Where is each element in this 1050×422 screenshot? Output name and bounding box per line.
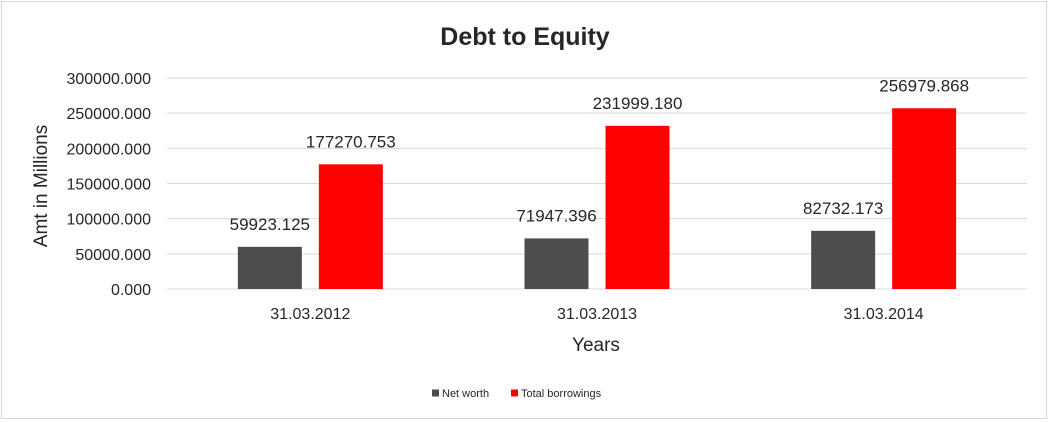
y-tick-label: 200000.000: [66, 141, 151, 158]
x-tick-label: 31.03.2012: [270, 306, 350, 323]
data-label: 82732.173: [803, 199, 883, 218]
bar-net-worth: [524, 238, 589, 289]
legend-label: Net worth: [442, 388, 489, 400]
y-axis-title: Amt in Millions: [31, 125, 52, 247]
y-tick-label: 50000.000: [75, 247, 151, 264]
bar-total-borrowings: [318, 164, 383, 289]
x-tick-label: 31.03.2014: [844, 306, 924, 323]
y-tick-label: 250000.000: [66, 106, 151, 123]
legend-label: Total borrowings: [521, 388, 602, 400]
data-label: 177270.753: [306, 132, 396, 151]
chart-title: Debt to Equity: [440, 23, 610, 51]
bar-total-borrowings: [605, 125, 670, 289]
data-label: 256979.868: [879, 76, 969, 95]
legend-swatch: [511, 389, 518, 397]
x-tick-label: 31.03.2013: [557, 306, 637, 323]
x-axis-ticks: 31.03.2012 31.03.2013 31.03.2014: [270, 306, 924, 323]
data-label: 231999.180: [593, 94, 683, 113]
data-labels: 59923.125 177270.753 71947.396 231999.180 82…: [230, 76, 969, 234]
y-tick-label: 300000.000: [66, 71, 151, 88]
gridlines: [167, 77, 1027, 290]
bar-total-borrowings: [892, 108, 957, 289]
data-label: 71947.396: [516, 206, 596, 225]
y-axis-ticks: 0.000 50000.000 100000.000 150000.000 200000…: [66, 71, 151, 299]
bar-net-worth: [811, 230, 876, 289]
legend-swatch: [432, 389, 439, 397]
y-tick-label: 100000.000: [66, 212, 151, 229]
data-label: 59923.125: [230, 215, 310, 234]
legend: Net worth Total borrowings: [432, 388, 602, 400]
bars: [237, 108, 957, 289]
x-axis-title: Years: [572, 335, 620, 356]
bar-net-worth: [237, 246, 302, 289]
y-tick-label: 150000.000: [66, 177, 151, 194]
y-tick-label: 0.000: [111, 282, 151, 299]
